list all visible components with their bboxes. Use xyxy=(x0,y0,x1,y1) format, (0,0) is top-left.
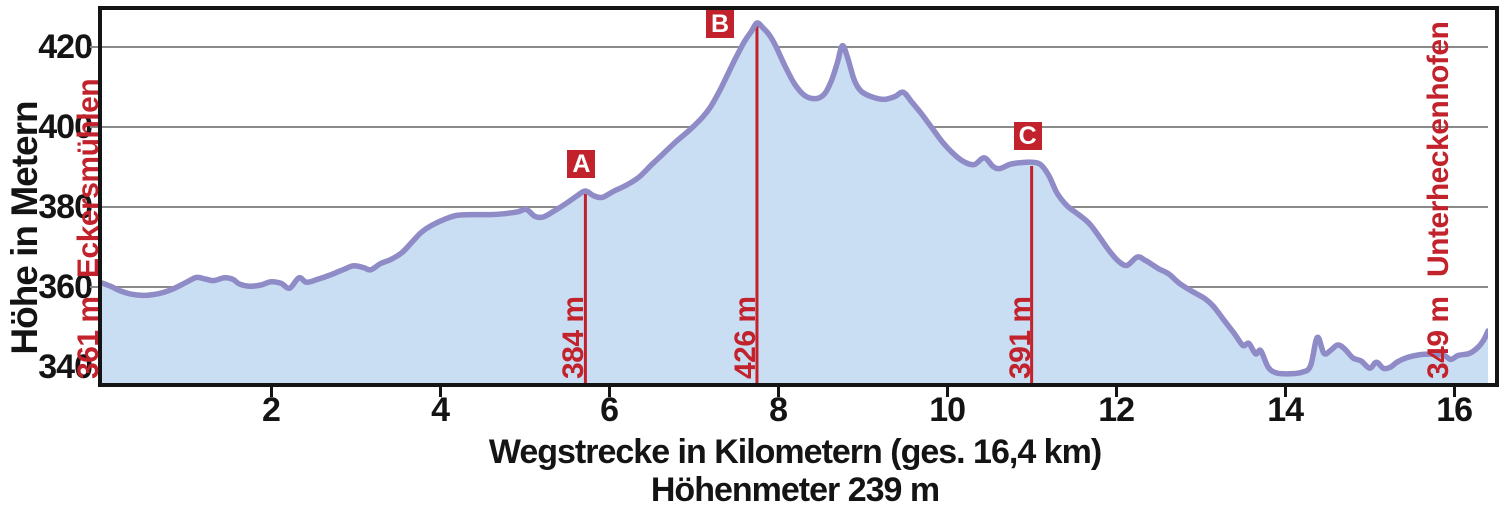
y-tick-label-420: 420 xyxy=(38,28,93,66)
x-tick-label-8: 8 xyxy=(769,391,788,429)
x-axis-subtitle: Höhenmeter 239 m xyxy=(650,471,940,509)
x-tick-mark-16 xyxy=(1452,387,1456,397)
y-tick-mark-420 xyxy=(90,46,98,48)
x-tick-mark-12 xyxy=(1114,387,1118,397)
x-tick-mark-8 xyxy=(776,387,780,397)
x-tick-label-6: 6 xyxy=(600,391,619,429)
x-tick-label-2: 2 xyxy=(262,391,281,429)
x-tick-label-16: 16 xyxy=(1436,391,1473,429)
x-tick-label-14: 14 xyxy=(1267,391,1304,429)
x-tick-mark-4 xyxy=(438,387,442,397)
x-axis-title: Wegstrecke in Kilometern (ges. 16,4 km) xyxy=(488,433,1102,471)
profile-fill xyxy=(102,22,1488,384)
y-axis-title: Höhe in Metern xyxy=(4,101,45,355)
x-tick-mark-14 xyxy=(1283,387,1287,397)
x-tick-label-12: 12 xyxy=(1098,391,1135,429)
x-tick-mark-6 xyxy=(607,387,611,397)
x-tick-label-10: 10 xyxy=(929,391,966,429)
x-tick-label-4: 4 xyxy=(431,391,450,429)
y-tick-mark-360 xyxy=(90,286,98,288)
profile-line xyxy=(99,20,1491,377)
y-tick-mark-380 xyxy=(90,206,98,208)
plot-frame xyxy=(98,6,1499,387)
plot-area xyxy=(99,10,1491,384)
x-tick-mark-2 xyxy=(269,387,273,397)
y-tick-mark-400 xyxy=(90,126,98,128)
x-tick-mark-10 xyxy=(945,387,949,397)
